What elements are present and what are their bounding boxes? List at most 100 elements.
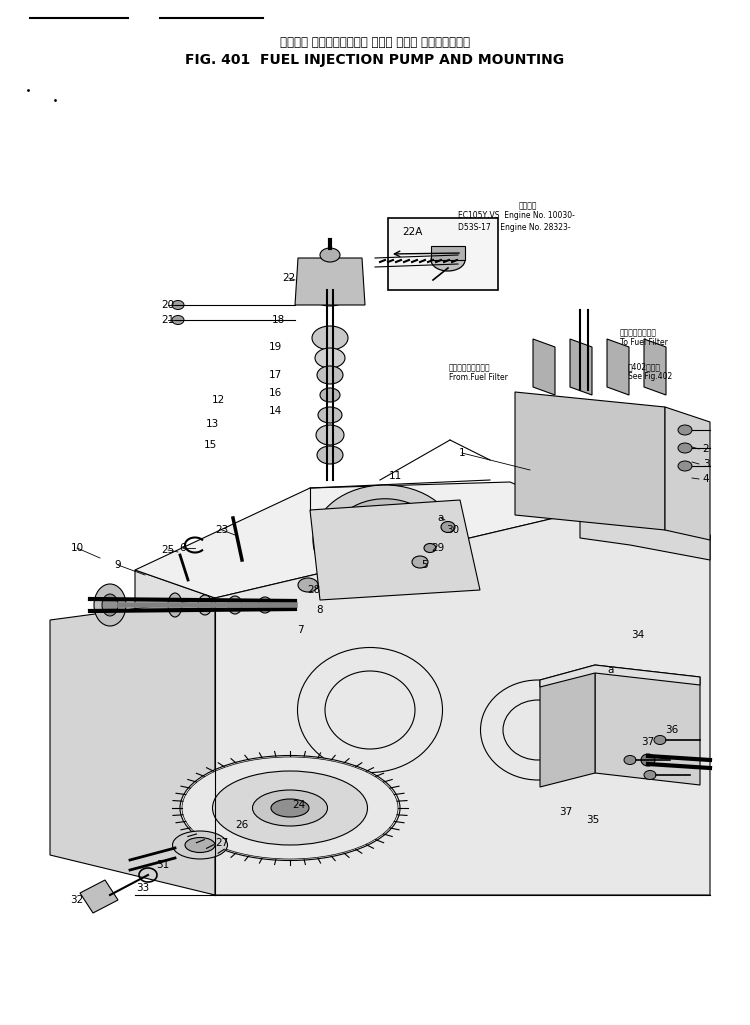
Text: a: a (438, 512, 444, 523)
Text: フェルフィルタから
From.Fuel Filter: フェルフィルタから From.Fuel Filter (449, 363, 508, 382)
Text: フュエル インジェクション ポンプ および マウンティング: フュエル インジェクション ポンプ および マウンティング (280, 36, 470, 48)
Text: 22A: 22A (402, 227, 422, 237)
Text: 21: 21 (161, 315, 175, 325)
Text: 37: 37 (641, 737, 655, 747)
Text: 32: 32 (70, 895, 84, 905)
Ellipse shape (412, 556, 428, 568)
Text: 5: 5 (422, 560, 428, 570)
Text: 2: 2 (703, 444, 709, 454)
Text: 9: 9 (115, 560, 122, 570)
Bar (388, 218, 498, 290)
Ellipse shape (168, 593, 182, 617)
Ellipse shape (424, 543, 436, 552)
Ellipse shape (258, 597, 272, 613)
Ellipse shape (315, 348, 345, 368)
Ellipse shape (185, 837, 215, 853)
Text: 4: 4 (703, 474, 709, 484)
Ellipse shape (356, 518, 414, 562)
Ellipse shape (678, 443, 692, 453)
Ellipse shape (317, 366, 343, 384)
Ellipse shape (320, 388, 340, 402)
Polygon shape (540, 665, 595, 787)
Text: 8: 8 (316, 605, 323, 615)
Ellipse shape (624, 755, 636, 765)
Ellipse shape (172, 300, 184, 310)
Text: 20: 20 (161, 300, 175, 310)
Text: 25: 25 (161, 545, 175, 555)
Text: 30: 30 (446, 525, 460, 535)
Text: 31: 31 (156, 860, 170, 870)
Text: FIG. 401  FUEL INJECTION PUMP AND MOUNTING: FIG. 401 FUEL INJECTION PUMP AND MOUNTIN… (185, 53, 565, 67)
Text: 26: 26 (236, 820, 248, 830)
Polygon shape (80, 880, 118, 913)
Ellipse shape (212, 771, 368, 845)
Polygon shape (607, 339, 629, 395)
Ellipse shape (228, 596, 242, 614)
Text: 27: 27 (215, 838, 229, 848)
Text: a: a (608, 665, 614, 675)
Ellipse shape (253, 790, 328, 826)
Ellipse shape (318, 407, 342, 423)
Ellipse shape (644, 771, 656, 779)
Ellipse shape (313, 485, 457, 594)
Text: 24: 24 (292, 800, 306, 810)
Ellipse shape (271, 800, 309, 817)
Polygon shape (580, 512, 710, 560)
Text: 14: 14 (268, 406, 282, 416)
Text: 近属番号: 近属番号 (519, 201, 537, 210)
Text: 1: 1 (459, 448, 465, 458)
Text: D53S-17    Engine No. 28323-: D53S-17 Engine No. 28323- (458, 223, 571, 232)
Text: 12: 12 (211, 395, 225, 405)
Text: 35: 35 (586, 815, 600, 825)
Text: 10: 10 (70, 543, 83, 554)
Ellipse shape (180, 755, 400, 861)
Ellipse shape (102, 594, 118, 616)
Polygon shape (135, 482, 580, 598)
Text: 15: 15 (203, 440, 217, 450)
Text: 3: 3 (703, 459, 709, 469)
Polygon shape (515, 392, 665, 530)
Bar (431, 246, 465, 260)
Text: 17: 17 (268, 370, 282, 380)
Polygon shape (215, 512, 710, 895)
Ellipse shape (172, 831, 227, 859)
Polygon shape (295, 258, 365, 305)
Ellipse shape (308, 274, 352, 306)
Ellipse shape (320, 248, 340, 262)
Ellipse shape (331, 499, 439, 581)
Text: 22: 22 (282, 273, 296, 283)
Ellipse shape (441, 522, 455, 533)
Ellipse shape (654, 736, 666, 744)
Text: 23: 23 (215, 525, 229, 535)
Polygon shape (644, 339, 666, 395)
Polygon shape (533, 339, 555, 395)
Ellipse shape (298, 578, 318, 592)
Text: 36: 36 (665, 725, 679, 735)
Ellipse shape (374, 531, 396, 549)
Polygon shape (540, 665, 700, 687)
Ellipse shape (94, 584, 126, 626)
Text: 第402図参照
See Fig.402: 第402図参照 See Fig.402 (628, 362, 672, 381)
Polygon shape (50, 598, 215, 895)
Text: 13: 13 (206, 419, 219, 429)
Ellipse shape (316, 425, 344, 445)
Ellipse shape (172, 316, 184, 325)
Polygon shape (665, 407, 710, 540)
Ellipse shape (198, 594, 212, 615)
Text: 11: 11 (388, 472, 402, 481)
Text: 28: 28 (308, 585, 321, 594)
Text: フェルフィルタへ
To Fuel Filter: フェルフィルタへ To Fuel Filter (620, 328, 668, 347)
Ellipse shape (678, 461, 692, 472)
Text: 33: 33 (136, 883, 149, 893)
Text: EC105Y,VS  Engine No. 10030-: EC105Y,VS Engine No. 10030- (458, 211, 574, 220)
Text: 6: 6 (180, 543, 186, 554)
Polygon shape (135, 570, 215, 895)
Text: 34: 34 (632, 630, 644, 640)
Ellipse shape (317, 446, 343, 464)
Ellipse shape (312, 326, 348, 350)
Text: 29: 29 (431, 543, 445, 554)
Ellipse shape (431, 249, 465, 271)
Text: 7: 7 (297, 625, 303, 636)
Polygon shape (310, 500, 480, 600)
Text: 16: 16 (268, 388, 282, 398)
